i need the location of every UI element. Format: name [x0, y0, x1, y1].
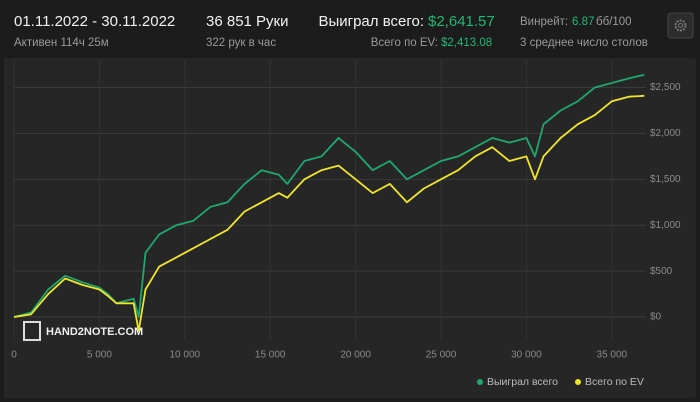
y-tick-label: $500 [650, 266, 673, 277]
x-tick-label: 35 000 [597, 350, 628, 361]
y-tick-label: $1,500 [650, 174, 681, 185]
ev-label: Всего по EV: [371, 37, 438, 49]
series-line [13, 94, 645, 332]
settings-button[interactable] [667, 12, 694, 39]
x-tick-label: 25 000 [426, 350, 457, 361]
x-tick-label: 20 000 [340, 350, 371, 361]
logo: HAND2NOTE.COM [23, 321, 143, 341]
y-tick-label: $2,500 [650, 82, 681, 93]
won-value: $2,641.57 [428, 13, 495, 30]
x-tick-label: 0 [11, 350, 17, 361]
active-time: Активен 114ч 25м [14, 37, 109, 49]
winrate-label: Винрейт: [520, 16, 568, 28]
tables: 3 среднее число столов [520, 37, 648, 49]
period: 01.11.2022 - 30.11.2022 [14, 13, 175, 30]
ev-value: $2,413.08 [441, 37, 492, 49]
y-tick-label: $1,000 [650, 220, 681, 231]
legend-marker [575, 379, 581, 385]
hands-per-hour: 322 рук в час [206, 37, 276, 49]
y-tick-label: $0 [650, 312, 662, 323]
x-tick-label: 5 000 [87, 350, 112, 361]
legend-label: Всего по EV [585, 376, 644, 388]
hands: 36 851 Руки [206, 13, 289, 30]
legend-label: Выиграл всего [487, 376, 558, 388]
won-label: Выиграл всего: [318, 13, 424, 30]
plot-background [4, 58, 696, 398]
winrate-unit: бб/100 [596, 16, 632, 28]
logo-text: HAND2NOTE.COM [46, 326, 143, 338]
logo-icon [23, 321, 41, 341]
legend-marker [477, 379, 483, 385]
winrate-value: 6.87 [572, 16, 594, 28]
x-tick-label: 10 000 [170, 350, 201, 361]
y-tick-label: $2,000 [650, 128, 681, 139]
x-tick-label: 30 000 [511, 350, 542, 361]
x-tick-label: 15 000 [255, 350, 286, 361]
